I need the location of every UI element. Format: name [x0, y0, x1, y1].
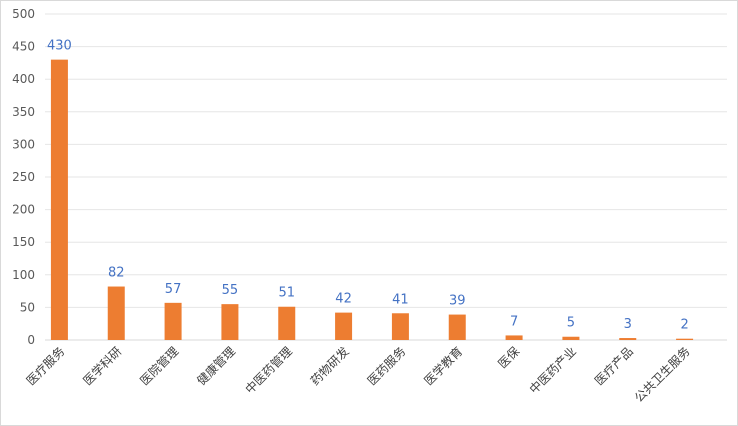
data-label: 2	[680, 318, 688, 333]
bars	[50, 59, 694, 340]
bar	[676, 338, 694, 340]
data-label: 51	[278, 286, 295, 301]
x-tick-label: 药物研发	[307, 344, 352, 389]
bar	[448, 314, 466, 340]
data-labels: 430 82 57 55 51 42 41 39 7 5 3 2	[47, 39, 689, 333]
bar	[50, 59, 68, 340]
y-tick-label: 0	[27, 333, 35, 347]
bar	[278, 306, 296, 340]
bar	[505, 335, 523, 340]
x-tick-label: 医学科研	[80, 344, 125, 389]
bar	[391, 313, 409, 340]
x-tick-label: 医疗产品	[592, 344, 636, 388]
data-label: 5	[567, 316, 575, 331]
data-label: 42	[335, 292, 352, 307]
bar	[619, 338, 637, 340]
data-label: 7	[510, 314, 518, 329]
y-tick-label: 400	[12, 72, 35, 86]
y-tick-label: 300	[12, 137, 35, 151]
y-tick-label: 500	[12, 7, 35, 21]
x-tick-label: 中医药管理	[242, 344, 295, 397]
data-label: 3	[624, 317, 632, 332]
data-label: 39	[449, 294, 466, 309]
data-label: 57	[165, 282, 182, 297]
y-tick-label: 150	[12, 235, 35, 249]
bar	[221, 304, 239, 340]
x-axis-labels: 医疗服务 医学科研 医院管理 健康管理 中医药管理 药物研发 医药服务 医学教育 医保 中医药产业…	[23, 344, 693, 406]
gridlines	[45, 13, 727, 341]
y-axis-ticks: 0 50 100 150 200 250 300 350 400 450 500	[12, 7, 35, 347]
data-label: 430	[47, 39, 72, 54]
x-tick-label: 医院管理	[137, 344, 182, 389]
data-label: 41	[392, 292, 409, 307]
y-tick-label: 200	[12, 203, 35, 217]
x-tick-label: 公共卫生服务	[631, 344, 693, 406]
x-tick-label: 医药服务	[364, 344, 409, 389]
y-tick-label: 350	[12, 105, 35, 119]
bar	[562, 336, 580, 340]
x-tick-label: 医疗服务	[23, 344, 68, 389]
y-tick-label: 100	[12, 268, 35, 282]
data-label: 82	[108, 266, 125, 281]
data-label: 55	[222, 283, 239, 298]
y-tick-label: 250	[12, 170, 35, 184]
bar	[164, 302, 182, 340]
x-tick-label: 医学教育	[421, 344, 466, 389]
x-tick-label: 医保	[495, 344, 522, 371]
x-tick-label: 中医药产业	[526, 344, 579, 397]
y-tick-label: 450	[12, 40, 35, 54]
bar	[107, 286, 125, 340]
x-tick-label: 健康管理	[193, 344, 238, 389]
bar	[335, 312, 353, 340]
y-tick-label: 50	[20, 300, 35, 314]
